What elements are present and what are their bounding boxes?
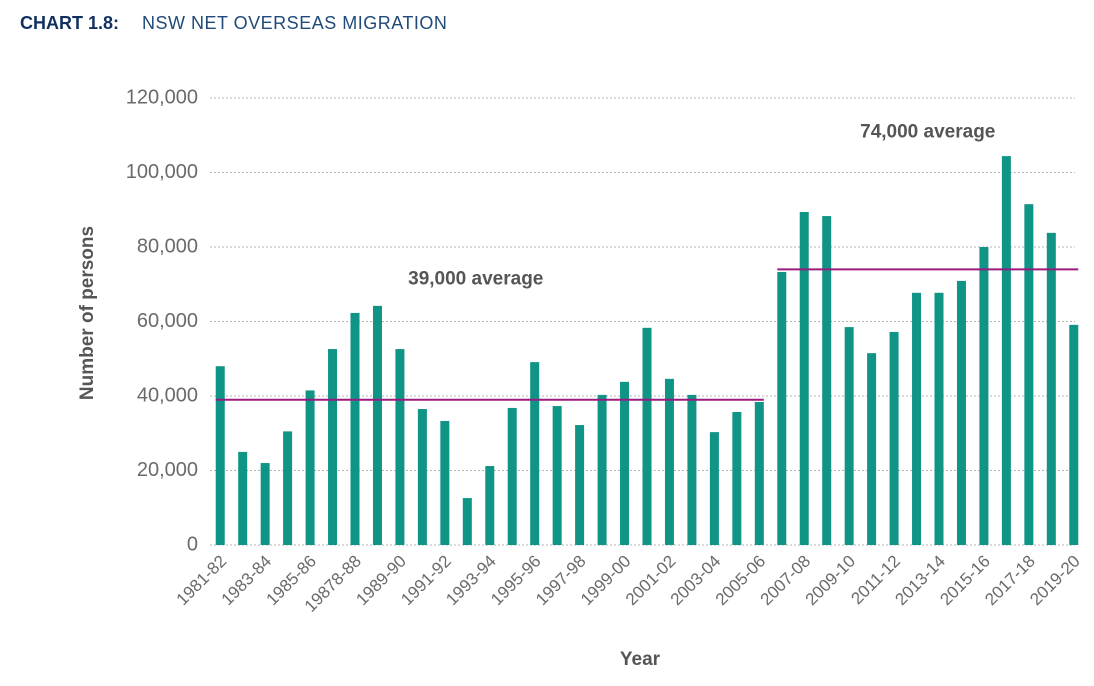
bar	[934, 292, 944, 545]
bar	[530, 362, 540, 545]
bar	[1046, 232, 1056, 545]
average-label: 74,000 average	[860, 121, 995, 142]
bar	[260, 463, 270, 545]
bar	[417, 409, 427, 545]
x-tick-label: 2019-20	[1026, 552, 1084, 610]
bar	[350, 312, 360, 545]
x-tick-label: 2009-10	[802, 552, 860, 610]
x-axis-title: Year	[620, 649, 661, 670]
y-tick-label: 20,000	[137, 459, 198, 481]
bar	[844, 327, 854, 545]
y-axis-title: Number of persons	[77, 226, 98, 400]
bar	[732, 412, 742, 545]
average-label: 39,000 average	[408, 269, 543, 290]
bar	[642, 327, 652, 545]
bar	[305, 390, 315, 545]
bar	[575, 425, 585, 545]
bar	[372, 305, 382, 545]
chart-title-prefix: CHART 1.8:	[20, 13, 119, 33]
bar	[799, 211, 809, 546]
bar	[1001, 156, 1011, 546]
bar	[979, 247, 989, 545]
bar	[754, 401, 764, 545]
bar	[395, 349, 405, 545]
bar	[328, 349, 338, 545]
y-tick-label: 40,000	[137, 384, 198, 406]
bar	[664, 378, 674, 545]
bar	[777, 271, 787, 545]
bar	[597, 394, 607, 545]
bar	[215, 366, 225, 545]
y-tick-label: 0	[187, 533, 198, 555]
bar	[552, 406, 562, 545]
bar	[822, 216, 832, 545]
bar	[238, 451, 248, 545]
bar	[687, 394, 697, 545]
bar	[507, 407, 517, 545]
y-tick-label: 80,000	[137, 235, 198, 257]
bar	[956, 280, 966, 545]
bar	[620, 381, 630, 545]
y-tick-label: 100,000	[126, 161, 198, 183]
y-tick-label: 60,000	[137, 310, 198, 332]
bar	[867, 353, 877, 545]
bar	[889, 331, 899, 545]
chart-title: NSW NET OVERSEAS MIGRATION	[142, 13, 447, 33]
bar	[1069, 324, 1079, 545]
y-tick-label: 120,000	[126, 86, 198, 108]
bar	[462, 498, 472, 545]
bar	[440, 420, 450, 545]
bar	[709, 432, 719, 545]
bar	[912, 292, 922, 545]
bar	[283, 431, 293, 545]
bar	[1024, 204, 1034, 545]
bar	[485, 466, 495, 545]
